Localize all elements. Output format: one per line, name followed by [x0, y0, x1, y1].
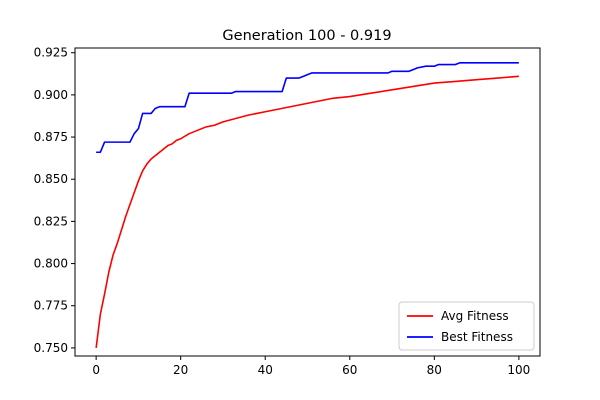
y-tick-label: 0.800: [34, 257, 68, 271]
legend-box: [398, 301, 535, 351]
x-tick-label: 40: [258, 363, 273, 377]
x-tick-label: 0: [92, 363, 100, 377]
legend: Avg Fitness Best Fitness: [398, 301, 535, 351]
x-tick-label: 20: [173, 363, 188, 377]
y-tick-label: 0.775: [34, 299, 68, 313]
avg-fitness-line: [95, 75, 519, 348]
x-tick-label: 60: [342, 363, 357, 377]
best-fitness-legend-label: Best Fitness: [441, 330, 513, 344]
y-tick-label: 0.850: [34, 172, 68, 186]
y-tick-label: 0.900: [34, 88, 68, 102]
y-axis: 0.750 0.775 0.800 0.825 0.850 0.875 0.900 0.925: [34, 46, 75, 355]
series-layer: [95, 62, 519, 348]
best-fitness-line: [96, 62, 519, 154]
y-tick-label: 0.925: [34, 46, 68, 60]
x-tick-label: 100: [507, 363, 530, 377]
y-tick-label: 0.825: [34, 214, 68, 228]
y-tick-label: 0.875: [34, 130, 68, 144]
avg-fitness-legend-label: Avg Fitness: [441, 309, 509, 323]
x-tick-label: 80: [427, 363, 442, 377]
chart-title: Generation 100 - 0.919: [222, 28, 391, 44]
y-tick-label: 0.750: [34, 341, 68, 355]
x-axis: 0 20 40 60 80 100: [92, 356, 530, 377]
